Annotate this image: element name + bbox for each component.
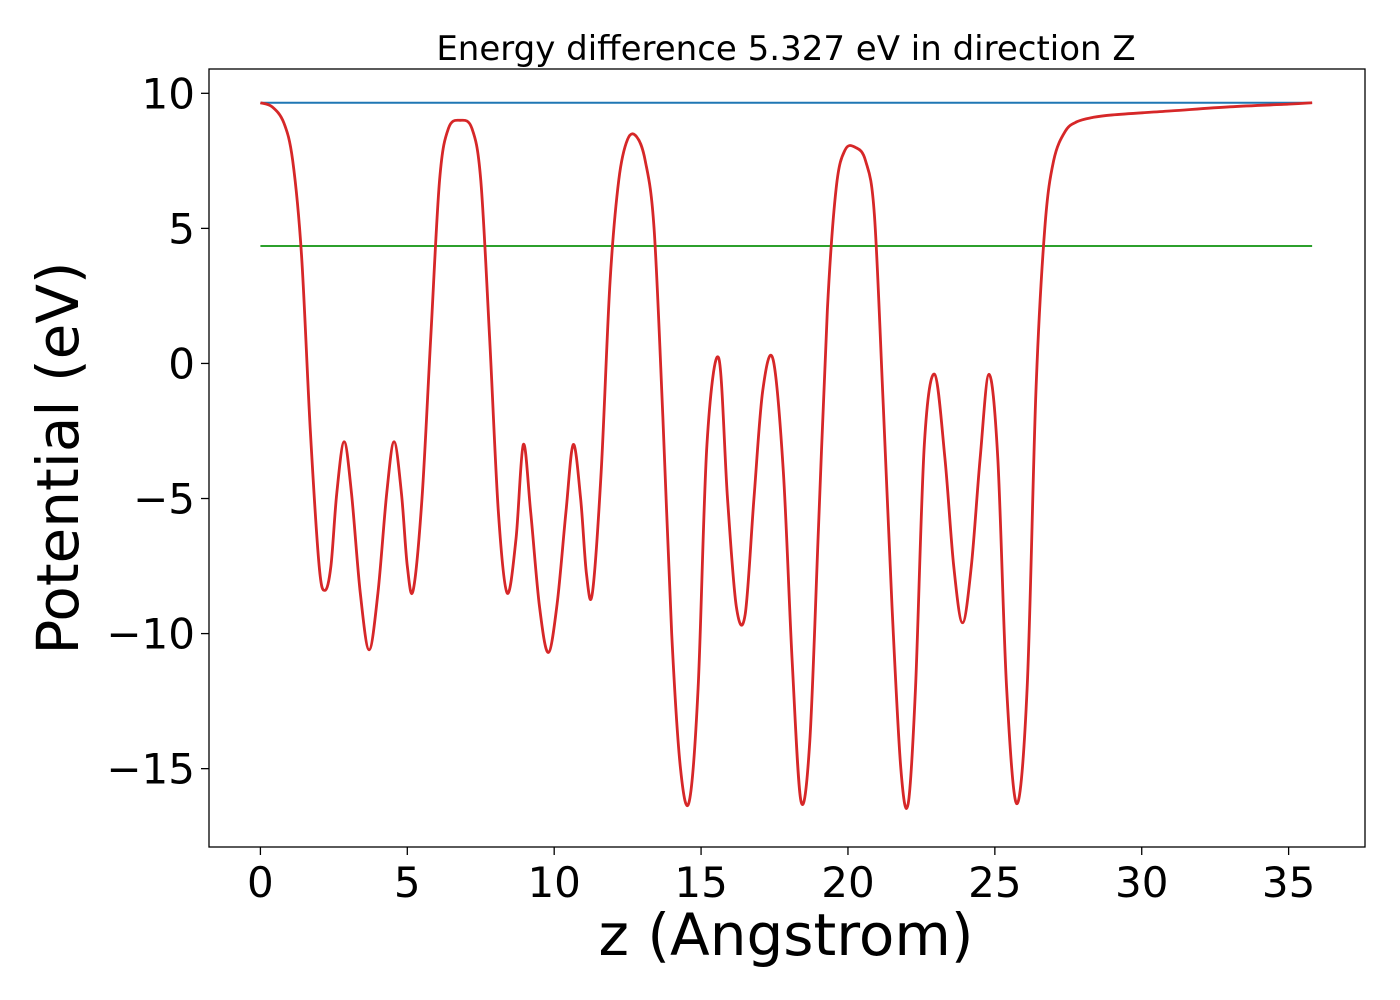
y-axis: 10 5 0 −5 −10 −15 [106,69,209,794]
x-tick-label: 15 [674,858,727,907]
x-tick-label: 25 [968,858,1021,907]
plot-frame [208,68,1366,848]
y-tick-label: 5 [168,204,195,253]
x-tick-label: 0 [247,858,274,907]
series-layer [259,101,1313,811]
y-tick-label: −15 [106,745,195,794]
y-tick-label: 10 [142,69,195,118]
y-axis-label: Potential (eV) [24,261,92,654]
x-tick-label: 30 [1115,858,1168,907]
x-axis: 0 5 10 15 20 25 30 35 [247,847,1315,907]
chart-title: Energy difference 5.327 eV in direction … [436,29,1135,69]
y-tick-label: 0 [168,339,195,388]
x-tick-label: 10 [527,858,580,907]
x-tick-label: 35 [1262,858,1315,907]
series-line-3 [259,101,1313,811]
x-tick-label: 5 [394,858,421,907]
x-axis-label: z (Angstrom) [599,901,974,969]
x-tick-label: 20 [821,858,874,907]
y-tick-label: −5 [133,475,195,524]
y-tick-label: −10 [106,610,195,659]
